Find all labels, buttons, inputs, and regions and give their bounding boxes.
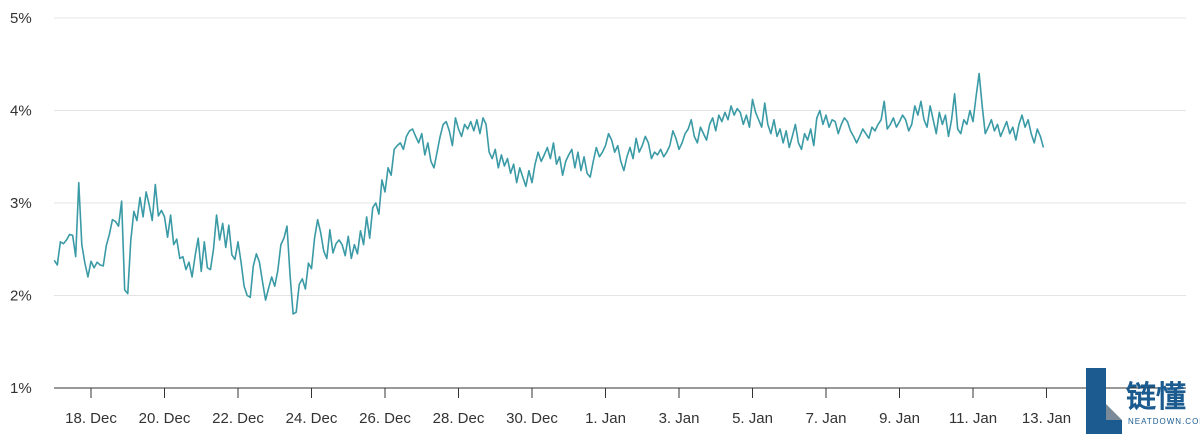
logo-mark-shade bbox=[1106, 404, 1122, 420]
x-tick-label: 7. Jan bbox=[806, 410, 847, 427]
y-tick-label: 3% bbox=[10, 195, 32, 212]
x-tick-label: 28. Dec bbox=[433, 410, 485, 427]
x-tick-label: 24. Dec bbox=[286, 410, 338, 427]
logo-subtext: NEATDOWN.COM bbox=[1128, 417, 1200, 426]
x-tick-label: 3. Jan bbox=[659, 410, 700, 427]
y-tick-label: 2% bbox=[10, 288, 32, 305]
y-tick-label: 5% bbox=[10, 10, 32, 27]
watermark-logo: 链懂 NEATDOWN.COM bbox=[1086, 368, 1200, 434]
x-tick-label: 13. Jan bbox=[1022, 410, 1071, 427]
x-tick-label: 20. Dec bbox=[139, 410, 191, 427]
y-tick-label: 4% bbox=[10, 103, 32, 120]
logo-text: 链懂 bbox=[1126, 380, 1186, 415]
y-tick-label: 1% bbox=[10, 380, 32, 397]
logo-mark bbox=[1086, 368, 1122, 434]
x-tick-label: 26. Dec bbox=[359, 410, 411, 427]
x-axis-ticks: 18. Dec 20. Dec 22. Dec 24. Dec 26. Dec 28. D… bbox=[65, 388, 1071, 427]
x-tick-label: 11. Jan bbox=[949, 410, 997, 427]
x-tick-label: 18. Dec bbox=[65, 410, 117, 427]
gridlines bbox=[54, 17, 1186, 296]
series-line bbox=[53, 72, 1045, 315]
x-tick-label: 30. Dec bbox=[506, 410, 558, 427]
x-tick-label: 1. Jan bbox=[585, 410, 626, 427]
y-axis-tick-labels: 1% 2% 3% 4% 5% bbox=[10, 10, 32, 397]
x-tick-label: 22. Dec bbox=[212, 410, 264, 427]
x-tick-label: 5. Jan bbox=[732, 410, 773, 427]
x-tick-label: 9. Jan bbox=[879, 410, 920, 427]
